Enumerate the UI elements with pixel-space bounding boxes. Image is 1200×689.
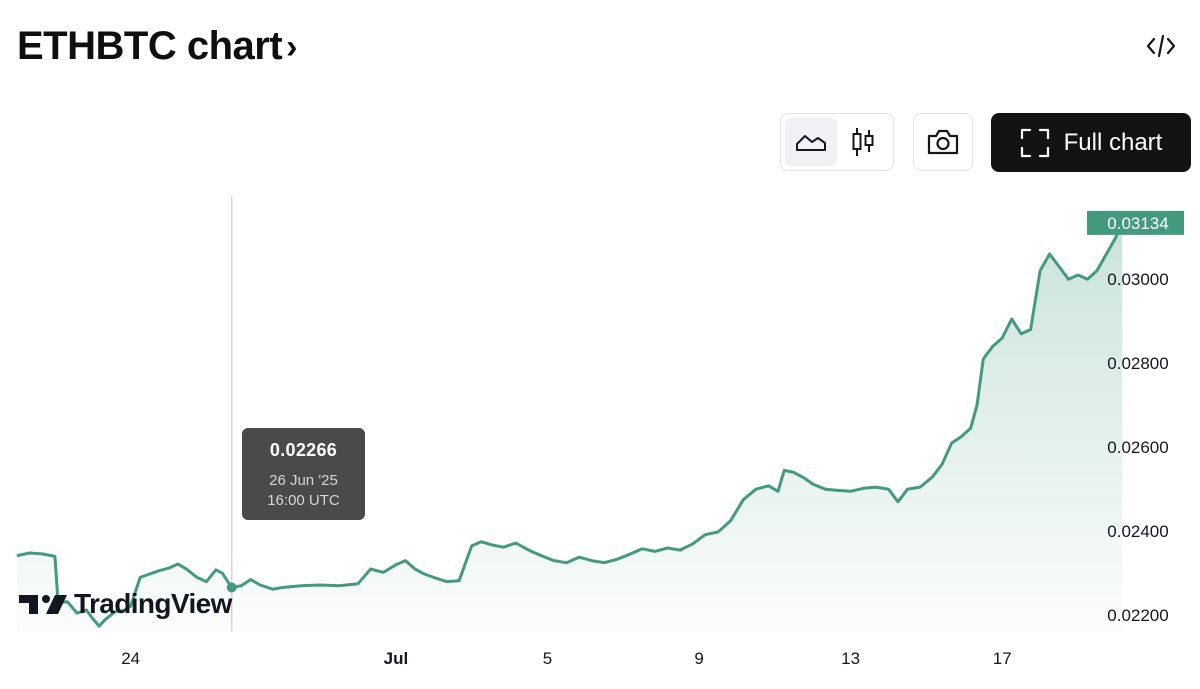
tooltip-value: 0.02266: [269, 440, 338, 460]
candlestick-icon: [852, 128, 874, 156]
embed-code-button[interactable]: [1140, 28, 1182, 64]
fullscreen-corners-icon: [1020, 128, 1049, 157]
y-axis-tick-label: 0.02600: [1107, 438, 1168, 457]
chart-title: ETHBTC chart: [17, 24, 283, 68]
y-axis-tick-label: 0.02200: [1107, 606, 1168, 625]
crosshair-point: [226, 582, 237, 593]
camera-icon: [927, 129, 959, 155]
page-title[interactable]: ETHBTC chart ›: [17, 24, 297, 69]
area-chart-icon: [796, 135, 826, 151]
tradingview-logo-icon: [19, 595, 67, 614]
area-chart-button[interactable]: [785, 118, 837, 166]
x-axis-tick-label: 9: [694, 649, 703, 668]
price-chart[interactable]: 0.02200 0.02400 0.02600 0.02800 0.03000 0.031…: [0, 190, 1200, 689]
x-axis-tick-label: 13: [841, 649, 860, 668]
chart-type-toggle: [780, 113, 894, 171]
price-area-fill: [17, 222, 1123, 632]
code-brackets-icon: [1146, 34, 1176, 58]
last-price-badge: [1087, 210, 1184, 235]
last-price-label: 0.03134: [1107, 214, 1168, 233]
x-axis-tick-label: 17: [993, 649, 1012, 668]
y-axis-tick-label: 0.02400: [1107, 522, 1168, 541]
x-axis-tick-label: Jul: [384, 649, 409, 668]
tooltip-time: 16:00 UTC: [267, 492, 340, 509]
price-line: [16, 222, 1124, 628]
y-axis-tick-label: 0.03000: [1107, 270, 1168, 289]
full-chart-button[interactable]: Full chart: [991, 113, 1191, 172]
snapshot-button[interactable]: [913, 113, 973, 171]
chevron-right-icon: ›: [286, 28, 297, 66]
tooltip-date: 26 Jun '25: [269, 472, 338, 489]
y-axis-tick-label: 0.02800: [1107, 354, 1168, 373]
full-chart-label: Full chart: [1063, 128, 1163, 156]
x-axis-tick-label: 5: [543, 649, 552, 668]
crosshair-tooltip: 0.02266 26 Jun '25 16:00 UTC: [242, 428, 365, 520]
candlestick-chart-button[interactable]: [837, 118, 889, 166]
logo-text: TradingView: [74, 588, 232, 619]
x-axis-tick-label: 24: [121, 649, 140, 668]
tradingview-logo[interactable]: TradingView: [18, 588, 232, 620]
